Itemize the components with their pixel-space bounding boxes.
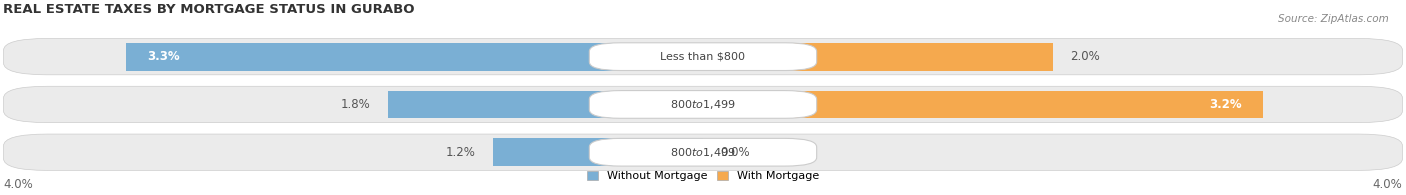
Text: 4.0%: 4.0%	[3, 178, 34, 191]
Bar	[494, 138, 703, 166]
Text: REAL ESTATE TAXES BY MORTGAGE STATUS IN GURABO: REAL ESTATE TAXES BY MORTGAGE STATUS IN …	[3, 4, 415, 16]
FancyBboxPatch shape	[3, 86, 1403, 123]
Text: 0.0%: 0.0%	[720, 146, 751, 159]
Text: 2.0%: 2.0%	[1070, 50, 1099, 63]
Text: 4.0%: 4.0%	[1372, 178, 1403, 191]
Bar	[703, 91, 1263, 118]
Text: 3.3%: 3.3%	[146, 50, 180, 63]
Bar	[127, 43, 703, 71]
FancyBboxPatch shape	[589, 91, 817, 118]
Text: 1.8%: 1.8%	[342, 98, 371, 111]
Text: Source: ZipAtlas.com: Source: ZipAtlas.com	[1278, 14, 1389, 24]
Text: 1.2%: 1.2%	[446, 146, 475, 159]
Text: $800 to $1,499: $800 to $1,499	[671, 98, 735, 111]
Text: $800 to $1,499: $800 to $1,499	[671, 146, 735, 159]
Bar	[703, 43, 1053, 71]
Text: 3.2%: 3.2%	[1209, 98, 1241, 111]
FancyBboxPatch shape	[589, 138, 817, 166]
FancyBboxPatch shape	[589, 43, 817, 71]
Bar	[388, 91, 703, 118]
Legend: Without Mortgage, With Mortgage: Without Mortgage, With Mortgage	[582, 167, 824, 186]
FancyBboxPatch shape	[3, 38, 1403, 75]
FancyBboxPatch shape	[3, 134, 1403, 170]
Text: Less than $800: Less than $800	[661, 52, 745, 62]
